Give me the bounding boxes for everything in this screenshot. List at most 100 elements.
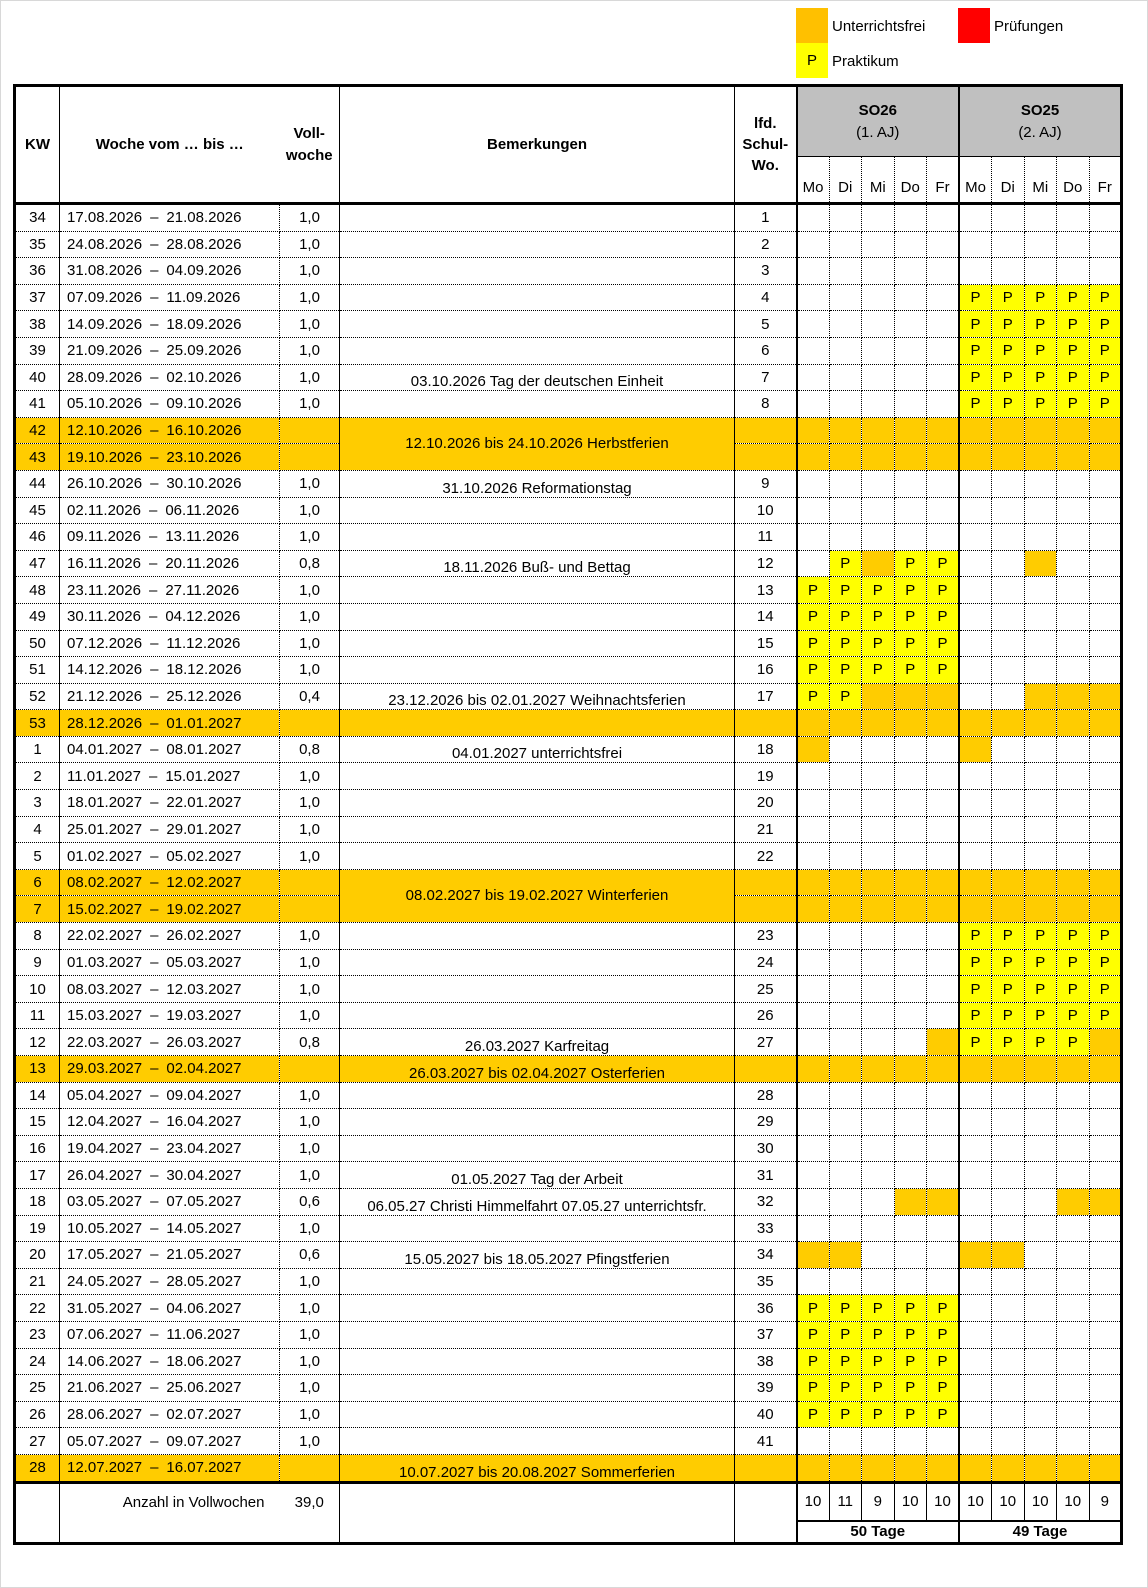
vollwoche-cell: 1,0 [279,1081,340,1110]
so26-mi-cell [861,1161,895,1189]
so25-di-cell [991,469,1025,498]
week-range-cell: 08.02.2027–12.02.2027 [59,868,280,897]
week-to: 02.07.2027 [166,1406,242,1424]
so26-fr-cell [926,1187,960,1216]
so25-di-cell [991,682,1025,711]
so26-mo-cell [796,1108,830,1136]
date-separator: – [148,581,158,599]
so26-di-cell [829,895,862,924]
so25-do-cell [1056,230,1090,259]
so26-mi-cell [861,390,895,418]
schulwoche-cell: 19 [734,762,798,791]
so25-fr-cell [1089,496,1123,525]
bemerkung-cell [339,1347,735,1376]
so25-di-cell: P [991,363,1025,392]
so25-do-cell: P [1056,1001,1090,1030]
so26-mo-cell [796,1134,830,1163]
so25-do-cell: P [1056,336,1090,365]
kw-cell: 49 [13,602,60,631]
so26-mi-cell [861,310,895,338]
table-row: 28 12.07.2027–16.07.2027 10.07.2027 bis 20… [13,1453,1123,1483]
week-to: 22.01.2027 [166,794,242,812]
vollwoche-cell: 1,0 [279,1161,340,1189]
vollwoche-cell: 0,6 [279,1241,340,1269]
so26-mo-cell: P [796,602,830,631]
so26-mo-cell [796,1001,830,1030]
so25-fr-cell [1089,1134,1123,1163]
legend-label-pruefungen: Prüfungen [994,18,1064,35]
so25-fr-cell [1089,895,1123,924]
so26-di-cell: P [829,629,862,658]
so25-fr-cell [1089,1055,1123,1083]
week-to: 21.08.2026 [166,209,242,227]
so26-di-cell [829,842,862,870]
date-separator: – [150,1246,159,1264]
so25-di-cell [991,656,1025,684]
date-separator: – [150,741,159,759]
so26-do-cell [894,416,927,445]
so26-di-cell [829,257,862,285]
date-separator: – [150,1379,159,1397]
week-from: 05.10.2026 [67,395,143,413]
schulwoche-cell: 18 [734,735,798,764]
schulwoche-cell: 36 [734,1294,798,1322]
kw-cell: 14 [13,1081,60,1110]
so26-do-cell [894,682,927,711]
week-range-cell: 14.09.2026–18.09.2026 [59,310,280,338]
so26-mi-cell: P [861,1347,895,1376]
so25-di-cell [991,895,1025,924]
week-range-cell: 14.12.2026–18.12.2026 [59,656,280,684]
table-row: 21 24.05.2027–28.05.2027 1,0 35 [13,1267,1123,1296]
so26-do-cell [894,310,927,338]
footer-so26-total: 50 Tage [796,1520,960,1545]
so26-fr-cell: P [926,656,960,684]
schulwoche-cell: 11 [734,523,798,551]
week-from: 12.04.2027 [67,1113,143,1131]
week-to: 16.10.2026 [166,422,242,440]
schulwoche-cell: 12 [734,549,798,578]
bemerkung-cell [339,496,735,525]
so26-fr-cell [926,682,960,711]
kw-cell: 46 [13,523,60,551]
so25-di-cell: P [991,283,1025,312]
so25-di-cell [991,230,1025,259]
so26-fr-cell [926,257,960,285]
so25-fr-cell: P [1089,390,1123,418]
vollwoche-cell: 1,0 [279,1108,340,1136]
so25-fr-cell [1089,1161,1123,1189]
so25-mo-cell [959,762,992,791]
so25-fr-cell [1089,1427,1123,1455]
so26-di-cell [829,1161,862,1189]
kw-cell: 36 [13,257,60,285]
so26-di-cell [829,1108,862,1136]
kw-cell: 40 [13,363,60,392]
vollwoche-cell: 1,0 [279,469,340,498]
week-from: 23.11.2026 [67,581,141,599]
so26-mi-cell [861,1241,895,1269]
table-row: 22 31.05.2027–04.06.2027 1,0 36 P P P P P [13,1294,1123,1322]
table-row: 18 03.05.2027–07.05.2027 0,6 06.05.27 Chris… [13,1187,1123,1216]
so25-mi-cell: P [1024,336,1057,365]
so25-mo-cell: P [959,1028,992,1056]
footer-so25-count: 10 [959,1480,992,1521]
date-separator: – [150,1193,159,1211]
header-lfd-schulwoche: lfd. Schul- Wo. [734,84,798,205]
week-range-cell: 21.06.2027–25.06.2027 [59,1374,280,1402]
vollwoche-cell: 1,0 [279,203,340,232]
so26-fr-cell [926,1108,960,1136]
so26-fr-cell [926,1055,960,1083]
schulwoche-cell: 10 [734,496,798,525]
so26-fr-cell [926,310,960,338]
table-row: 12 22.03.2027–26.03.2027 0,8 26.03.2027 Kar… [13,1028,1123,1056]
so26-mi-cell [861,709,895,737]
so25-mi-cell: P [1024,948,1057,977]
bemerkung-cell [339,629,735,658]
week-to: 18.12.2026 [166,661,242,679]
schulwoche-cell: 40 [734,1400,798,1429]
schulwoche-cell: 25 [734,975,798,1003]
kw-cell: 15 [13,1108,60,1136]
kw-cell: 44 [13,469,60,498]
so25-mi-cell [1024,815,1057,844]
so26-mo-cell: P [796,682,830,711]
so25-mi-cell [1024,1187,1057,1216]
